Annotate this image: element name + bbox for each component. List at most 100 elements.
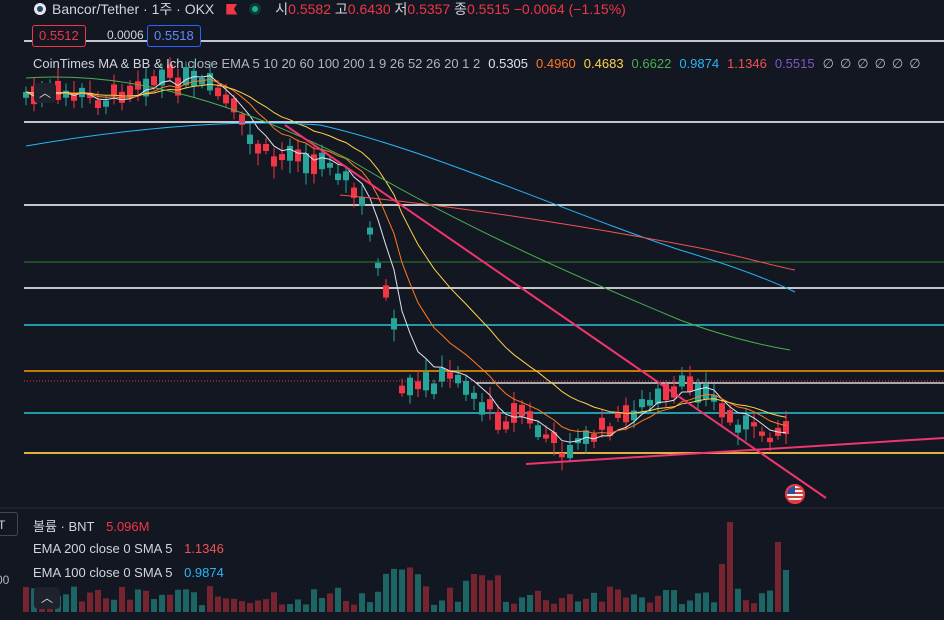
- na-value: ∅: [822, 56, 834, 71]
- candle-body: [111, 84, 117, 96]
- volume-legend[interactable]: 볼륨 · BNT 5.096M: [33, 516, 149, 535]
- candle-body: [751, 422, 757, 427]
- candle-body: [63, 90, 69, 98]
- change-value: −0.0064 (−1.15%): [513, 1, 626, 17]
- ema100-value: 0.9874: [679, 56, 720, 71]
- ema200-line: [339, 194, 796, 271]
- candle-body: [215, 87, 221, 97]
- volume-bar: [519, 597, 525, 612]
- candle-body: [567, 444, 573, 459]
- candle-body: [351, 187, 357, 198]
- ema100-volume-value: 0.9874: [184, 565, 224, 580]
- volume-bar: [543, 600, 549, 612]
- left-panel-tab[interactable]: T: [0, 512, 18, 536]
- volume-bar: [231, 598, 237, 612]
- volume-bar: [351, 604, 357, 612]
- volume-bar: [503, 601, 509, 612]
- volume-bar: [255, 600, 261, 612]
- ema10-value: 0.4960: [536, 56, 576, 71]
- close-value: 0.5515: [467, 1, 510, 17]
- ema100-volume-legend[interactable]: EMA 100 close 0 SMA 5 0.9874: [33, 565, 224, 580]
- volume-bar: [783, 570, 789, 612]
- volume-bar: [751, 603, 757, 612]
- candle-body: [167, 64, 173, 78]
- candle-body: [311, 154, 317, 174]
- trend-line: [284, 124, 827, 499]
- symbol-title[interactable]: Bancor/Tether · 1주 · OKX: [52, 1, 215, 17]
- ema20-value: 0.4683: [583, 56, 624, 71]
- volume-bar: [583, 598, 589, 612]
- low-label: 저: [394, 1, 408, 17]
- volume-bar: [23, 587, 29, 612]
- candle-body: [671, 386, 677, 398]
- candle-body: [223, 94, 229, 104]
- open-label: 시: [275, 1, 289, 17]
- candle-body: [391, 318, 397, 330]
- volume-bar: [263, 599, 269, 612]
- volume-bar: [703, 592, 709, 612]
- volume-bar: [223, 598, 229, 612]
- us-flag-icon[interactable]: [785, 484, 805, 504]
- volume-bar: [615, 589, 621, 612]
- candle-body: [767, 437, 773, 443]
- candle-body: [519, 404, 525, 417]
- na-value: ∅: [839, 56, 852, 71]
- collapse-volume-legend-button[interactable]: ︿: [34, 587, 60, 609]
- volume-bar: [63, 594, 69, 612]
- candle-body: [559, 453, 565, 458]
- candle-body: [687, 376, 693, 392]
- volume-bar: [383, 573, 389, 612]
- volume-bar: [775, 542, 781, 612]
- volume-bar: [247, 603, 253, 612]
- candle-body: [679, 375, 685, 387]
- candle-body: [439, 368, 445, 382]
- indicator-name[interactable]: CoinTimes MA & BB & Ich: [33, 56, 184, 71]
- candle-body: [71, 94, 77, 101]
- ema100-line: [25, 122, 796, 293]
- candle-body: [135, 81, 141, 90]
- candle-body: [527, 411, 533, 424]
- ema200-volume-legend[interactable]: EMA 200 close 0 SMA 5 1.1346: [33, 541, 224, 556]
- candle-body: [647, 399, 653, 406]
- market-open-icon: [249, 3, 262, 15]
- indicator-params: close EMA 5 10 20 60 100 200 1 9 26 52 2…: [187, 56, 481, 71]
- left-scale-label: 00: [0, 573, 10, 587]
- volume-bar: [87, 592, 93, 612]
- candle-body: [447, 372, 453, 379]
- ema10-line: [25, 78, 787, 434]
- volume-bar: [95, 590, 101, 612]
- symbol-header: Bancor/Tether · 1주 · OKX 시0.5582 고0.6430…: [34, 0, 626, 18]
- flag-icon[interactable]: [226, 3, 238, 15]
- indicator-legend[interactable]: CoinTimes MA & BB & Ich close EMA 5 10 2…: [33, 56, 927, 72]
- high-value: 0.6430: [347, 1, 391, 17]
- candle-body: [343, 171, 349, 181]
- buy-price-button[interactable]: 0.5518: [147, 25, 201, 47]
- volume-bar: [647, 602, 653, 612]
- na-value: ∅: [857, 56, 869, 71]
- candle-body: [295, 149, 301, 162]
- volume-bar: [463, 580, 469, 612]
- volume-bar: [575, 601, 581, 612]
- sell-price-button[interactable]: 0.5512: [32, 25, 86, 47]
- candle-body: [783, 421, 789, 435]
- ema200-volume-label: EMA 200 close 0 SMA 5: [33, 541, 173, 556]
- volume-bar: [455, 601, 461, 612]
- chevron-up-icon: ︿: [38, 86, 51, 100]
- volume-bar: [679, 604, 685, 612]
- candle-body: [335, 173, 341, 181]
- candle-body: [743, 415, 749, 430]
- candle-body: [191, 70, 197, 86]
- candle-body: [479, 402, 485, 415]
- volume-bar: [319, 597, 325, 612]
- volume-bar: [735, 588, 741, 612]
- candle-body: [103, 100, 109, 107]
- volume-bar: [495, 575, 501, 612]
- candle-body: [375, 262, 381, 269]
- ema200-volume-value: 1.1346: [184, 541, 224, 556]
- candle-body: [487, 399, 493, 410]
- collapse-legend-button[interactable]: ︿: [34, 83, 56, 103]
- volume-bar: [167, 594, 173, 612]
- candle-body: [239, 114, 245, 125]
